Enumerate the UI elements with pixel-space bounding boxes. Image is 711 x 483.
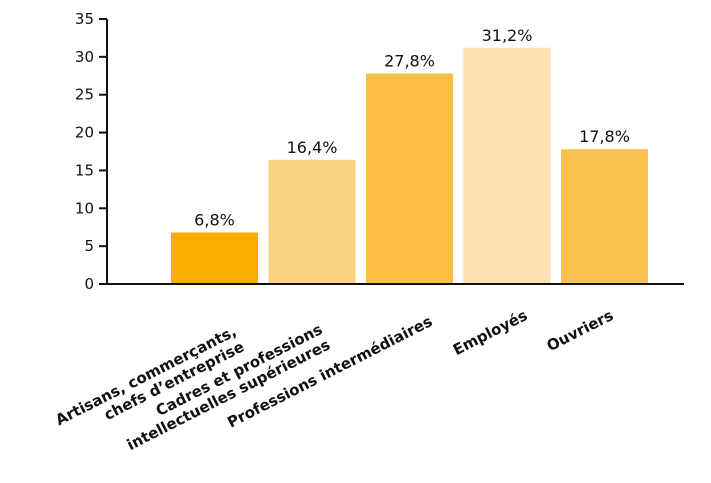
data-label: 27,8% <box>384 52 435 71</box>
y-axis-ticks: 0 5 10 15 20 25 30 35 <box>75 10 107 293</box>
y-tick-label: 10 <box>75 199 94 217</box>
data-labels: 6,8% 16,4% 27,8% 31,2% 17,8% <box>194 26 630 230</box>
y-tick-label: 20 <box>75 124 94 142</box>
category-label: Ouvriers <box>544 306 617 355</box>
y-tick-label: 25 <box>75 86 94 104</box>
y-tick-label: 15 <box>75 161 94 179</box>
y-tick-label: 35 <box>75 10 94 28</box>
bar <box>171 232 258 284</box>
bars <box>171 47 648 285</box>
data-label: 17,8% <box>579 127 630 146</box>
data-label: 31,2% <box>482 26 533 45</box>
category-label-line: Employés <box>450 306 530 359</box>
bar <box>366 73 453 284</box>
bar <box>561 149 648 284</box>
y-tick-label: 0 <box>84 275 94 293</box>
bar <box>268 159 356 284</box>
category-labels: Artisans, commerçants,chefs d’entreprise… <box>53 306 617 454</box>
data-label: 16,4% <box>287 138 338 157</box>
y-tick-label: 30 <box>75 48 94 66</box>
bar <box>463 47 551 285</box>
category-label-line: Ouvriers <box>544 306 617 355</box>
category-label: Employés <box>450 306 530 359</box>
data-label: 6,8% <box>194 211 235 230</box>
y-tick-label: 5 <box>84 237 94 255</box>
